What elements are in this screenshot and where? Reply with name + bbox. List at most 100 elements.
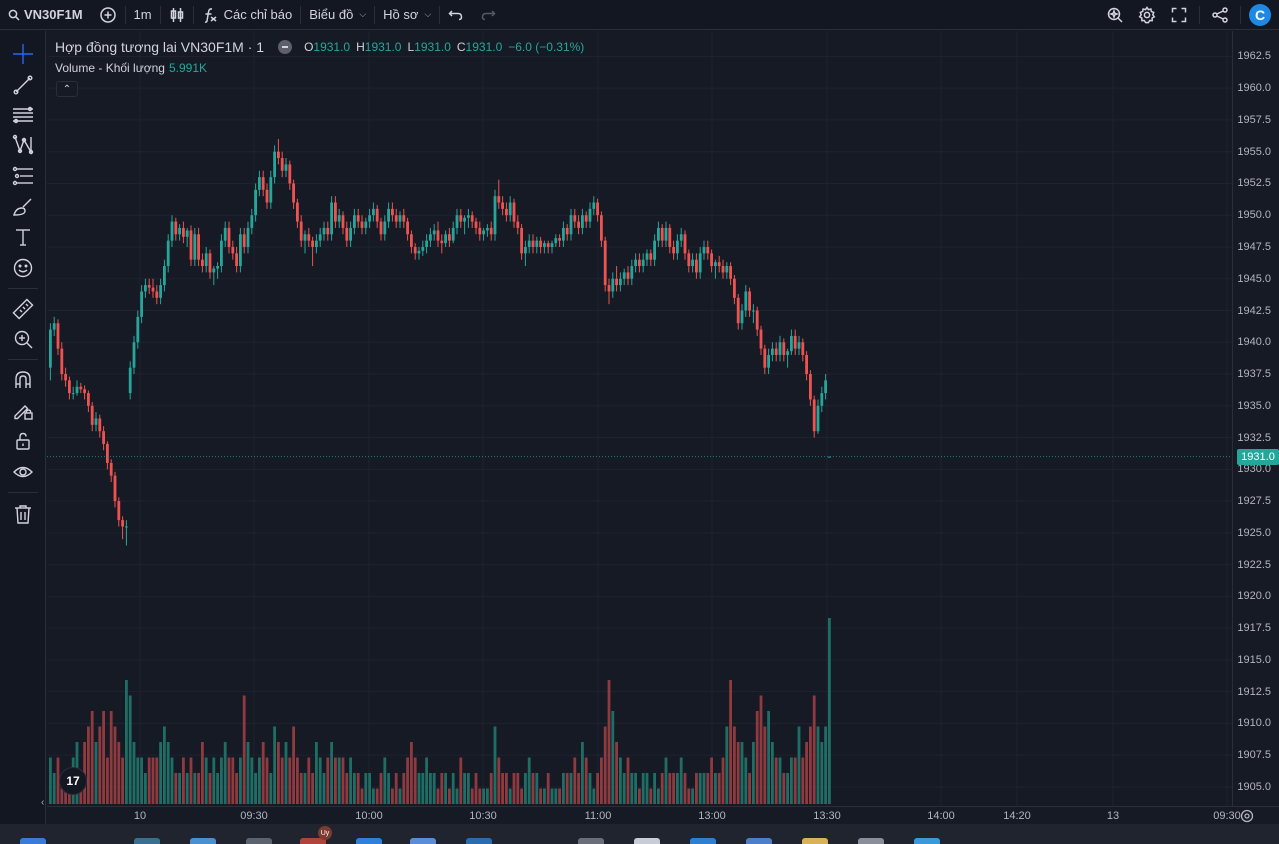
taskbar-app-icon[interactable] xyxy=(134,838,160,844)
taskbar-app-icon[interactable] xyxy=(190,838,216,844)
indicators-button[interactable]: Các chỉ báo xyxy=(194,0,301,30)
candle-body xyxy=(638,259,641,267)
symbol-search-button[interactable]: VN30F1M xyxy=(0,0,91,30)
taskbar-app-icon[interactable] xyxy=(466,838,492,844)
brand-logo[interactable]: C xyxy=(1249,4,1271,26)
remove-drawings-tool[interactable] xyxy=(9,500,37,528)
undo-button[interactable] xyxy=(440,0,472,30)
volume-bar xyxy=(463,773,466,804)
redo-button[interactable] xyxy=(472,0,504,30)
volume-bar xyxy=(558,788,561,804)
gear-icon xyxy=(1240,809,1254,823)
share-button[interactable] xyxy=(1204,0,1236,30)
scroll-left-button[interactable]: ‹ xyxy=(41,797,45,808)
volume-bar xyxy=(311,773,314,804)
collapse-legend-button[interactable]: ⌃ xyxy=(56,81,78,97)
candle-body xyxy=(793,335,797,349)
candle-body xyxy=(353,215,356,228)
volume-bar xyxy=(672,773,675,804)
price-axis[interactable]: 1962.5 1960.0 1957.5 1955.0 1952.5 1950.0 1947… xyxy=(1232,31,1279,806)
taskbar-app-icon[interactable] xyxy=(356,838,382,844)
taskbar-app-icon[interactable] xyxy=(914,838,940,844)
volume-bar xyxy=(512,773,516,804)
candle-body xyxy=(702,246,706,254)
profile-dropdown[interactable]: Hồ sơ ⌵ xyxy=(375,0,439,30)
lock-drawings-tool[interactable] xyxy=(9,427,37,455)
taskbar-app-icon[interactable] xyxy=(634,838,660,844)
taskbar-app-icon[interactable] xyxy=(246,838,272,844)
fib-retracement-tool[interactable] xyxy=(9,101,37,129)
axis-settings-button[interactable] xyxy=(1240,809,1254,823)
candle-body xyxy=(600,215,603,241)
volume-bar xyxy=(128,695,132,804)
candle-body xyxy=(782,342,786,355)
candle-body xyxy=(136,316,140,343)
candle-body xyxy=(584,215,588,222)
volume-bar xyxy=(793,757,797,804)
time-axis[interactable]: 10 09:30 10:00 10:30 11:00 13:00 13:30 14:00 14:… xyxy=(47,806,1279,824)
volume-bar xyxy=(444,773,447,804)
zoom-tool[interactable] xyxy=(9,325,37,353)
chart-style-button[interactable] xyxy=(161,0,193,30)
volume-bar xyxy=(56,757,60,804)
volume-bar xyxy=(318,757,322,804)
compare-symbol-button[interactable] xyxy=(91,0,125,30)
trend-line-tool[interactable] xyxy=(9,71,37,99)
taskbar-app-icon[interactable] xyxy=(300,838,326,844)
volume-bar xyxy=(588,773,592,804)
candle-body xyxy=(653,240,656,260)
interval-button[interactable]: 1m xyxy=(126,0,160,30)
candle-body xyxy=(531,240,535,247)
time-tick-label: 11:00 xyxy=(584,810,612,822)
text-tool[interactable] xyxy=(9,223,37,251)
brush-tool[interactable] xyxy=(9,193,37,221)
toggle-visibility-icon[interactable] xyxy=(278,40,293,54)
taskbar-app-icon[interactable] xyxy=(578,838,604,844)
taskbar-app-icon[interactable] xyxy=(746,838,772,844)
taskbar-app-icon[interactable] xyxy=(858,838,884,844)
candle-body xyxy=(733,278,736,298)
volume-bar xyxy=(706,773,710,804)
crosshair-tool[interactable] xyxy=(9,40,37,68)
volume-bar xyxy=(797,726,801,804)
windows-start-icon[interactable] xyxy=(20,838,46,844)
candle-body xyxy=(246,227,250,247)
price-plot[interactable] xyxy=(47,31,1232,806)
taskbar-app-icon[interactable] xyxy=(802,838,828,844)
magnet-tool[interactable] xyxy=(9,366,37,394)
candle-body xyxy=(683,234,687,254)
pattern-tool[interactable] xyxy=(9,131,37,159)
fib-lines-icon xyxy=(13,106,33,124)
volume-bar xyxy=(360,788,364,804)
taskbar-app-icon[interactable] xyxy=(410,838,436,844)
volume-bar xyxy=(277,742,280,804)
tradingview-logo[interactable]: 17 xyxy=(59,767,87,795)
settings-button[interactable] xyxy=(1131,0,1163,30)
emoji-tool[interactable] xyxy=(9,254,37,282)
volume-bar xyxy=(478,788,482,804)
candle-body xyxy=(182,227,185,237)
volume-bar xyxy=(816,726,820,804)
volume-bar xyxy=(774,757,778,804)
candle-body xyxy=(558,238,561,241)
candle-body xyxy=(273,151,276,178)
candle-body xyxy=(140,291,143,317)
price-tick-label: 1907.5 xyxy=(1237,749,1271,762)
volume-bar xyxy=(740,742,744,804)
chart-pane[interactable]: Hợp đồng tương lai VN30F1M · 1 O 1931.0 H… xyxy=(41,31,1232,808)
candle-body xyxy=(486,227,489,231)
stay-in-drawing-tool[interactable] xyxy=(9,396,37,424)
hide-drawings-tool[interactable] xyxy=(9,458,37,486)
volume-bar xyxy=(763,726,767,804)
chart-type-dropdown[interactable]: Biểu đồ ⌵ xyxy=(301,0,374,30)
candle-body xyxy=(364,221,368,228)
prediction-tool[interactable] xyxy=(9,162,37,190)
taskbar-app-icon[interactable] xyxy=(690,838,716,844)
quick-search-button[interactable] xyxy=(1099,0,1131,30)
volume-bar xyxy=(592,788,596,804)
measure-tool[interactable] xyxy=(9,295,37,323)
fullscreen-button[interactable] xyxy=(1163,0,1195,30)
candle-body xyxy=(508,202,512,216)
candle-body xyxy=(292,183,295,203)
candle-body xyxy=(64,374,67,381)
